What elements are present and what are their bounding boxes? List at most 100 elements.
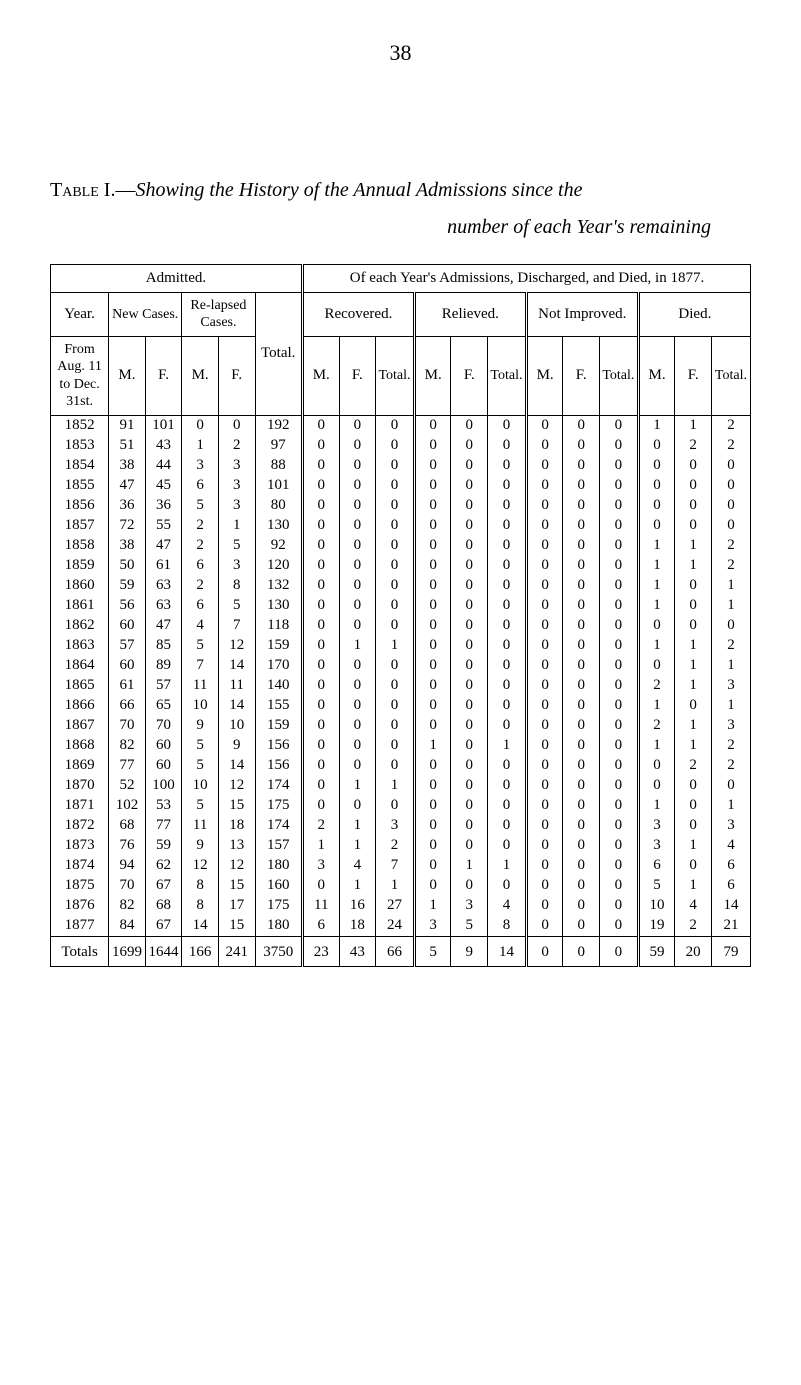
cell-dF: 0 xyxy=(675,776,712,796)
cell-niF: 0 xyxy=(563,536,600,556)
cell-relM: 0 xyxy=(414,576,451,596)
cell-recT: 24 xyxy=(376,916,415,937)
cell-dF: 0 xyxy=(675,516,712,536)
cell-rF: 18 xyxy=(218,816,255,836)
cell-relF: 0 xyxy=(451,556,488,576)
cell-relF: 3 xyxy=(451,896,488,916)
cell-nF: 57 xyxy=(145,676,182,696)
hdr-newF: F. xyxy=(145,336,182,415)
cell-rM: 11 xyxy=(182,816,219,836)
cell-recF: 1 xyxy=(339,776,376,796)
cell-rF: 13 xyxy=(218,836,255,856)
cell-niF: 0 xyxy=(563,856,600,876)
totals-label: Totals xyxy=(51,936,109,966)
cell-admT: 159 xyxy=(255,716,302,736)
cell-relT: 0 xyxy=(488,776,527,796)
cell-recT: 0 xyxy=(376,696,415,716)
cell-niM: 0 xyxy=(526,436,563,456)
cell-relM: 0 xyxy=(414,556,451,576)
cell-niM: 0 xyxy=(526,896,563,916)
cell-rM: 7 xyxy=(182,656,219,676)
hdr-not-improved: Not Improved. xyxy=(526,292,638,336)
cell-year: 1873 xyxy=(51,836,109,856)
cell-year: 1877 xyxy=(51,916,109,937)
cell-rM: 6 xyxy=(182,556,219,576)
admissions-table: Admitted. Of each Year's Admissions, Dis… xyxy=(50,264,751,967)
cell-niT: 0 xyxy=(600,876,639,896)
cell-rF: 2 xyxy=(218,436,255,456)
cell-recM: 0 xyxy=(302,596,339,616)
cell-rM: 2 xyxy=(182,516,219,536)
cell-relF: 0 xyxy=(451,496,488,516)
cell-rM: 5 xyxy=(182,756,219,776)
cell-relM: 0 xyxy=(414,796,451,816)
cell-rM: 6 xyxy=(182,476,219,496)
cell-relT: 0 xyxy=(488,576,527,596)
cell-year: 1869 xyxy=(51,756,109,776)
cell-nM: 51 xyxy=(109,436,146,456)
cell-relM: 0 xyxy=(414,816,451,836)
hdr-recF: F. xyxy=(339,336,376,415)
cell-relT: 0 xyxy=(488,796,527,816)
hdr-recovered: Recovered. xyxy=(302,292,414,336)
cell-relM: 0 xyxy=(414,756,451,776)
table-row: 186561571111140000000000213 xyxy=(51,676,751,696)
cell-dF: 0 xyxy=(675,816,712,836)
cell-relT: 0 xyxy=(488,716,527,736)
cell-rM: 9 xyxy=(182,716,219,736)
cell-relT: 0 xyxy=(488,596,527,616)
cell-nM: 50 xyxy=(109,556,146,576)
cell-recM: 0 xyxy=(302,456,339,476)
cell-nF: 53 xyxy=(145,796,182,816)
cell-relM: 0 xyxy=(414,636,451,656)
cell-niT: 0 xyxy=(600,756,639,776)
hdr-newM: M. xyxy=(109,336,146,415)
cell-relF: 0 xyxy=(451,716,488,736)
cell-dT: 6 xyxy=(711,876,750,896)
tot-dT: 79 xyxy=(711,936,750,966)
cell-relM: 0 xyxy=(414,776,451,796)
cell-rM: 10 xyxy=(182,776,219,796)
cell-dF: 1 xyxy=(675,876,712,896)
cell-rF: 12 xyxy=(218,636,255,656)
cell-nM: 60 xyxy=(109,616,146,636)
cell-admT: 155 xyxy=(255,696,302,716)
cell-recM: 0 xyxy=(302,656,339,676)
cell-nF: 100 xyxy=(145,776,182,796)
cell-dF: 0 xyxy=(675,596,712,616)
cell-relM: 1 xyxy=(414,896,451,916)
cell-nM: 47 xyxy=(109,476,146,496)
cell-dT: 2 xyxy=(711,556,750,576)
cell-dM: 0 xyxy=(638,656,675,676)
cell-admT: 156 xyxy=(255,756,302,776)
cell-recM: 2 xyxy=(302,816,339,836)
hdr-new-cases: New Cases. xyxy=(109,292,182,336)
cell-niT: 0 xyxy=(600,796,639,816)
cell-dT: 0 xyxy=(711,776,750,796)
cell-nF: 44 xyxy=(145,456,182,476)
cell-year: 1852 xyxy=(51,415,109,436)
cell-nF: 67 xyxy=(145,876,182,896)
cell-admT: 101 xyxy=(255,476,302,496)
cell-recM: 0 xyxy=(302,636,339,656)
cell-dF: 0 xyxy=(675,856,712,876)
cell-dM: 2 xyxy=(638,676,675,696)
cell-relM: 0 xyxy=(414,476,451,496)
cell-dF: 0 xyxy=(675,476,712,496)
cell-niT: 0 xyxy=(600,896,639,916)
table-row: 185636365380000000000000 xyxy=(51,496,751,516)
table-foot: Totals 1699 1644 166 241 3750 23 43 66 5… xyxy=(51,936,751,966)
cell-niM: 0 xyxy=(526,916,563,937)
hdr-recT: Total. xyxy=(376,336,415,415)
cell-year: 1867 xyxy=(51,716,109,736)
cell-niT: 0 xyxy=(600,496,639,516)
cell-dF: 2 xyxy=(675,436,712,456)
cell-dM: 10 xyxy=(638,896,675,916)
cell-nF: 59 xyxy=(145,836,182,856)
cell-niF: 0 xyxy=(563,556,600,576)
cell-recM: 0 xyxy=(302,415,339,436)
cell-niF: 0 xyxy=(563,596,600,616)
cell-rF: 15 xyxy=(218,876,255,896)
cell-recM: 0 xyxy=(302,496,339,516)
cell-relT: 0 xyxy=(488,516,527,536)
